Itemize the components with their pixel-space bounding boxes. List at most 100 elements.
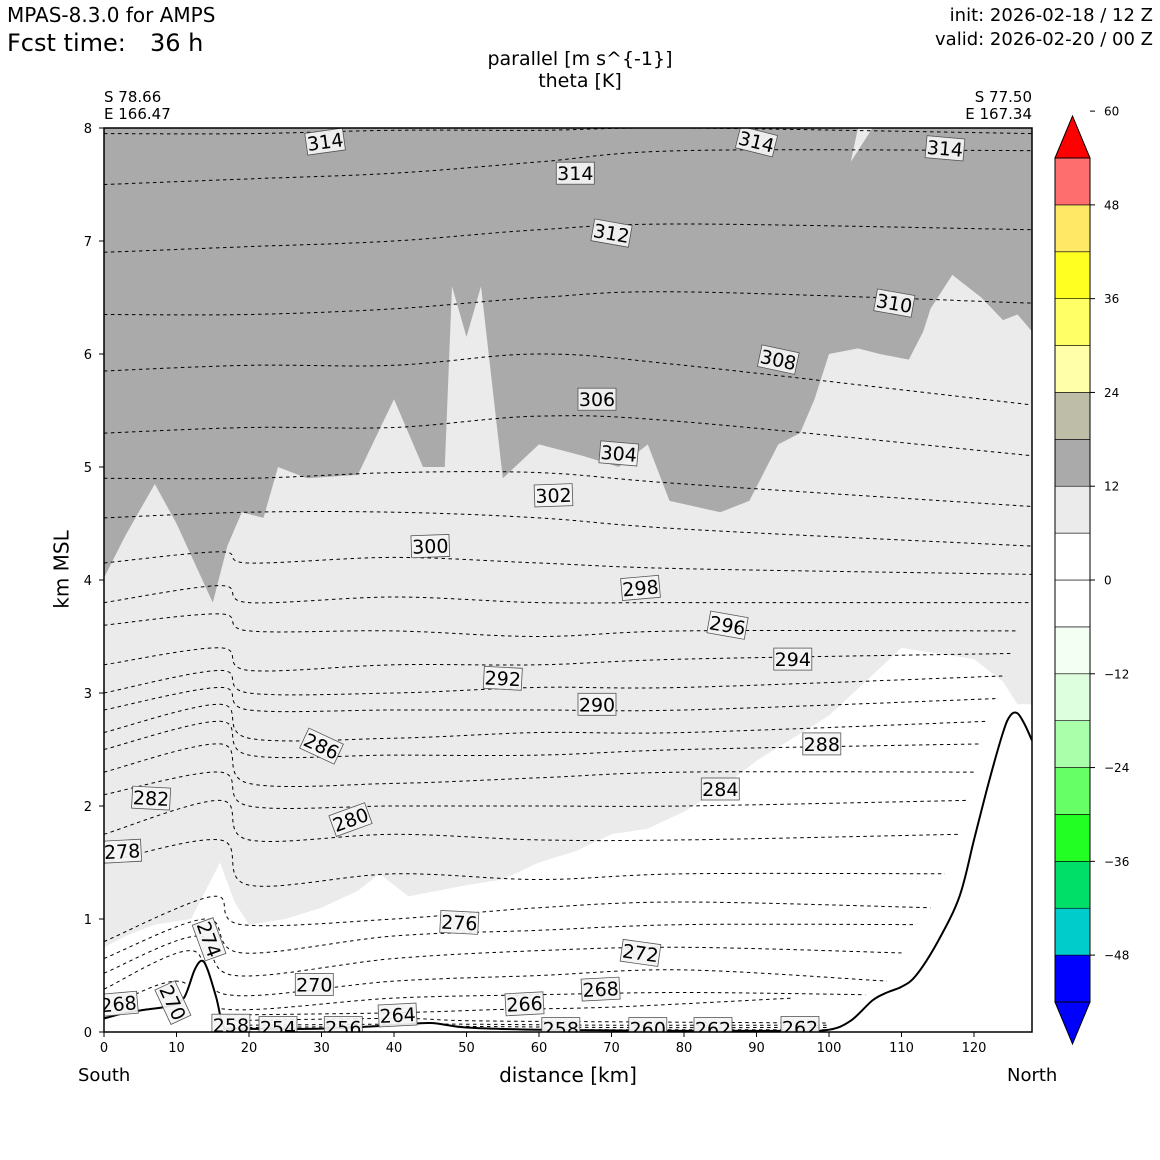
contour-label-text: 298 [622, 576, 660, 601]
colorbar-segment [1054, 954, 1091, 1003]
theta-contour-276 [104, 895, 931, 943]
contour-label-text: 304 [600, 442, 638, 467]
y-tick-label: 5 [84, 461, 92, 476]
colorbar-segment [1054, 720, 1091, 768]
x-tick-label: 0 [100, 1041, 108, 1056]
contour-label-box [756, 344, 800, 375]
colorbar-tick-label: 48 [1104, 198, 1119, 212]
colorbar-segment [1054, 439, 1091, 487]
south-label: South [78, 1065, 131, 1086]
x-axis-label: distance [km] [499, 1063, 637, 1087]
right-end-lat: S 77.50 [974, 88, 1032, 106]
contour-label-box [482, 665, 523, 691]
x-tick-label: 80 [676, 1041, 693, 1056]
colorbar-tick-label: −48 [1104, 949, 1129, 963]
contour-label-box [439, 910, 480, 935]
x-tick-label: 30 [313, 1041, 330, 1056]
contour-label-box [504, 991, 545, 1017]
left-end-lat: S 78.66 [104, 88, 162, 106]
x-tick-label: 10 [168, 1041, 185, 1056]
contour-label-box [294, 973, 334, 996]
contour-label: 264 [377, 1002, 418, 1028]
contour-label-box [873, 288, 916, 318]
colorbar-segment [1054, 485, 1091, 534]
y-tick-label: 4 [84, 574, 92, 589]
terrain-fill [104, 712, 1032, 1032]
contour-label-box [780, 1016, 820, 1032]
contour-label: 304 [598, 440, 640, 467]
contour-label: 300 [410, 534, 451, 559]
x-tick-label: 70 [603, 1041, 620, 1056]
contour-label-box [693, 1017, 733, 1032]
contour-label-box [577, 692, 617, 716]
theta-contour-262 [248, 1023, 830, 1026]
contour-label-box [590, 218, 633, 248]
contour-label-text: 260 [630, 1019, 666, 1041]
contour-label: 290 [577, 692, 617, 716]
theta-contour-284 [104, 743, 975, 788]
contour-label-text: 314 [557, 163, 593, 185]
contour-label: 258 [541, 1017, 581, 1032]
colorbar-segment [1054, 532, 1091, 581]
contour-label-box [258, 1016, 298, 1032]
y-tick-label: 2 [84, 800, 92, 815]
model-title: MPAS-8.3.0 for AMPS [7, 3, 216, 27]
colorbar-over-triangle [1054, 114, 1091, 159]
y-tick-label: 6 [84, 348, 92, 363]
contour-label-text: 254 [260, 1018, 296, 1040]
contour-label-text: 294 [775, 649, 811, 671]
contour-label: 288 [802, 732, 842, 756]
contour-label-text: 302 [535, 485, 572, 508]
init-time: init: 2026-02-18 / 12 Z [949, 5, 1153, 26]
right-end-lon: E 167.34 [965, 105, 1032, 123]
theta-contour-286 [104, 720, 982, 759]
colorbar-segment [1054, 345, 1091, 393]
theta-contour-294 [104, 647, 1011, 672]
contour-label-box [299, 727, 344, 765]
contour-label-text: 262 [695, 1019, 731, 1041]
plot-area: 314 314 3143143123103083063043023002982962… [100, 128, 1032, 1041]
contour-label-text: 268 [100, 992, 138, 1017]
forecast-time-value: 36 h [150, 29, 204, 57]
colorbar-segment [1054, 907, 1091, 956]
theta-contour-270 [104, 950, 888, 997]
contour-label-box [104, 838, 143, 864]
x-tick-label: 110 [889, 1041, 914, 1056]
colorbar-segment [1054, 157, 1091, 206]
contour-label-text: 314 [306, 129, 345, 156]
colorbar-tick-label: 24 [1104, 386, 1119, 400]
contour-label-text: 288 [804, 734, 840, 756]
theta-contour-288 [104, 703, 989, 742]
theta-contour-282 [104, 771, 967, 809]
contour-label-box [620, 574, 661, 601]
contour-label-box [211, 1013, 251, 1032]
colorbar-tick-label: 12 [1104, 480, 1119, 494]
forecast-time-label: Fcst time: [7, 29, 126, 57]
colorbar-segment [1054, 251, 1091, 299]
contour-label-text: 306 [579, 389, 615, 411]
colorbar-segment [1054, 861, 1091, 909]
contour-label-text: 282 [132, 787, 169, 811]
contour-label: 272 [619, 938, 662, 967]
x-tick-label: 120 [962, 1041, 987, 1056]
colorbar-tick-label: 36 [1104, 292, 1119, 306]
contour-label: 302 [533, 483, 574, 508]
contour-label-box [802, 732, 842, 756]
chart-title: parallel [m s^{-1}] [487, 48, 673, 70]
contour-label: 298 [620, 574, 661, 601]
contour-label-box [191, 917, 227, 962]
contour-label-box [734, 128, 779, 158]
y-tick-label: 8 [84, 122, 92, 137]
x-tick-label: 90 [748, 1041, 765, 1056]
contour-label-text: 270 [296, 975, 332, 997]
contour-label: 268 [100, 990, 139, 1017]
contour-label: 278 [104, 838, 143, 864]
colorbar-tick-label: −12 [1104, 667, 1129, 681]
contour-label-box [131, 785, 172, 811]
contour-label-box [304, 128, 346, 156]
contour-label: 276 [439, 910, 480, 935]
y-tick-label: 7 [84, 235, 92, 250]
contour-label-box [628, 1017, 668, 1032]
contour-label: 258 [211, 1013, 251, 1032]
